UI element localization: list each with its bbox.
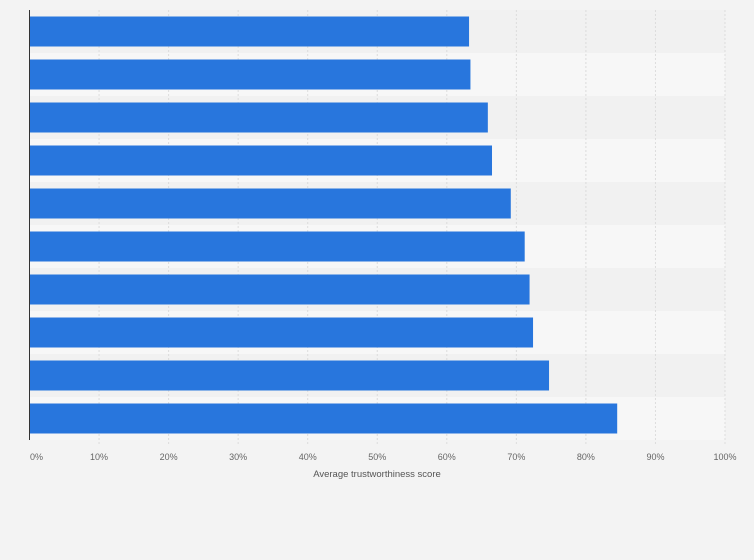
x-tick-label: 50% [368,452,386,462]
x-axis-label: Average trustworthiness score [313,469,441,480]
x-tick-label: 30% [229,452,247,462]
bar[interactable] [29,16,470,47]
bar[interactable] [29,188,511,219]
x-tick-label: 0% [30,452,43,462]
bar[interactable] [29,102,488,133]
x-tick-label: 40% [299,452,317,462]
x-tick-label: 60% [438,452,456,462]
bar[interactable] [29,274,530,305]
x-tick-label: 20% [160,452,178,462]
bar[interactable] [29,403,618,434]
bar[interactable] [29,231,525,262]
bar[interactable] [29,317,534,348]
bar[interactable] [29,360,550,391]
bar[interactable] [29,59,471,90]
x-tick-label: 70% [507,452,525,462]
x-tick-label: 90% [646,452,664,462]
x-tick-label: 80% [577,452,595,462]
x-tick-label: 100% [713,452,736,462]
bar[interactable] [29,145,493,176]
x-tick-label: 10% [90,452,108,462]
